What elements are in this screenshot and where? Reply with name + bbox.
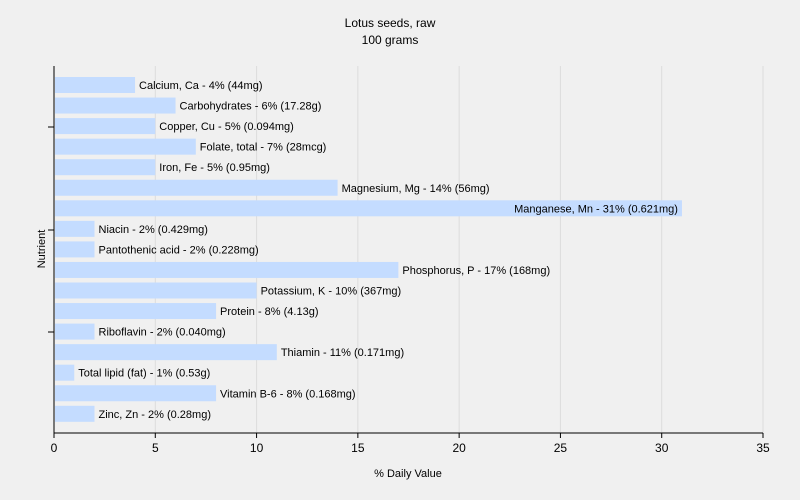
bar-label-calcium-ca: Calcium, Ca - 4% (44mg)	[139, 80, 262, 92]
bar-label-vitamin-b-6: Vitamin B-6 - 8% (0.168mg)	[220, 388, 356, 400]
x-tick-label-10: 10	[250, 441, 264, 455]
axis-layer: 0 5 10 15 20 25 30 35	[48, 66, 770, 455]
bar-calcium-ca	[55, 77, 136, 93]
grid-layer	[154, 66, 764, 433]
bar-total-lipid-fat	[55, 364, 75, 381]
bar-label-zinc-zn: Zinc, Zn - 2% (0.28mg)	[99, 409, 211, 421]
bar-niacin	[55, 220, 95, 237]
bar-label-copper-cu: Copper, Cu - 5% (0.094mg)	[159, 121, 294, 133]
bar-manganese-mn	[55, 200, 682, 217]
bar-iron-fe	[55, 159, 156, 176]
bar-label-folate-total: Folate, total - 7% (28mcg)	[200, 142, 327, 154]
x-tick-label-5: 5	[152, 441, 159, 455]
bar-magnesium-mg	[55, 179, 338, 196]
label-layer: Calcium, Ca - 4% (44mg) Carbohydrates - 6…	[78, 80, 678, 421]
bar-label-iron-fe: Iron, Fe - 5% (0.95mg)	[159, 162, 270, 174]
bar-riboflavin	[55, 323, 95, 340]
x-tick-label-20: 20	[452, 441, 466, 455]
bar-zinc-zn	[55, 405, 95, 422]
bar-pantothenic-acid	[55, 241, 95, 258]
bar-carbohydrates	[55, 97, 176, 114]
bar-label-protein: Protein - 8% (4.13g)	[220, 306, 318, 318]
bar-label-carbohydrates: Carbohydrates - 6% (17.28g)	[180, 101, 322, 113]
bar-label-manganese-mn: Manganese, Mn - 31% (0.621mg)	[514, 203, 678, 215]
bar-protein	[55, 303, 217, 320]
bar-label-total-lipid-fat: Total lipid (fat) - 1% (0.53g)	[78, 368, 210, 380]
bar-copper-cu	[55, 118, 156, 135]
bar-label-riboflavin: Riboflavin - 2% (0.040mg)	[99, 327, 226, 339]
bar-folate-total	[55, 138, 196, 155]
bar-layer	[55, 77, 682, 422]
bar-thiamin	[55, 344, 277, 361]
chart-subtitle: 100 grams	[362, 33, 419, 47]
bar-potassium-k	[55, 282, 257, 299]
x-tick-label-35: 35	[756, 441, 770, 455]
bar-label-pantothenic-acid: Pantothenic acid - 2% (0.228mg)	[99, 244, 259, 256]
bar-phosphorus-p	[55, 261, 399, 278]
bar-vitamin-b-6	[55, 385, 217, 402]
bar-label-phosphorus-p: Phosphorus, P - 17% (168mg)	[402, 265, 550, 277]
x-tick-label-25: 25	[554, 441, 568, 455]
x-tick-label-30: 30	[655, 441, 669, 455]
y-axis-title: Nutrient	[36, 230, 48, 269]
bar-label-potassium-k: Potassium, K - 10% (367mg)	[261, 286, 402, 298]
x-tick-label-15: 15	[351, 441, 365, 455]
x-axis-title: % Daily Value	[374, 468, 442, 480]
x-tick-label-0: 0	[51, 441, 58, 455]
bar-label-niacin: Niacin - 2% (0.429mg)	[99, 224, 208, 236]
bar-label-thiamin: Thiamin - 11% (0.171mg)	[281, 347, 404, 359]
chart-title: Lotus seeds, raw	[345, 16, 436, 30]
bar-label-magnesium-mg: Magnesium, Mg - 14% (56mg)	[342, 183, 490, 195]
